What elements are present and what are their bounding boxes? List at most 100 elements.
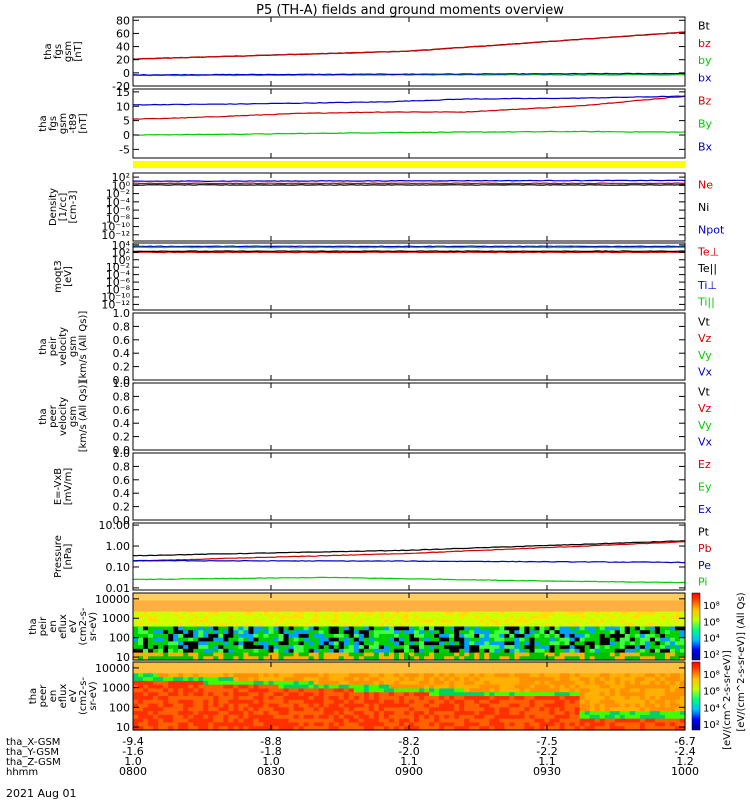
spectrogram-cell (424, 622, 430, 628)
spectrogram-cell (444, 692, 450, 697)
spectrogram-cell (228, 648, 234, 654)
spectrogram-cell (579, 656, 586, 661)
spectrogram-cell (539, 673, 546, 678)
spectrogram-cell (554, 718, 561, 724)
spectrogram-cell (228, 619, 234, 624)
spectrogram-cell (213, 656, 219, 661)
spectrogram-cell (444, 718, 450, 724)
spectrogram-cell (479, 593, 485, 598)
spectrogram-cell (293, 711, 300, 716)
spectrogram-cell (484, 677, 490, 682)
spectrogram-cell (679, 619, 686, 624)
spectrogram-cell (198, 600, 204, 605)
spectrogram-cell (258, 688, 265, 693)
spectrogram-cell (258, 665, 265, 671)
spectrogram-cell (188, 630, 194, 635)
spectrogram-cell (323, 673, 330, 678)
spectrogram-cell (388, 707, 395, 712)
spectrogram-cell (464, 669, 470, 674)
spectrogram-cell (449, 645, 455, 650)
spectrogram-cell (383, 630, 390, 635)
spectrogram-cell (554, 722, 561, 727)
spectrogram-cell (544, 714, 551, 720)
spectrogram-cell (484, 722, 490, 727)
spectrogram-cell (148, 692, 154, 697)
spectrogram-cell (233, 652, 239, 657)
spectrogram-cell (589, 673, 596, 678)
spectrogram-cell (393, 673, 400, 678)
spectrogram-cell (208, 703, 214, 708)
spectrogram-cell (163, 600, 169, 605)
spectrogram-cell (273, 622, 280, 628)
spectrogram-cell (509, 684, 515, 690)
spectrogram-cell (363, 726, 370, 731)
spectrogram-cell (414, 718, 420, 724)
spectrogram-cell (178, 652, 184, 657)
spectrogram-cell (504, 718, 510, 724)
spectrogram-cell (614, 633, 621, 639)
spectrogram-cell (434, 633, 440, 639)
spectrogram-cell (298, 707, 305, 712)
spectrogram-cell (564, 611, 571, 616)
spectrogram-cell (674, 684, 681, 690)
spectrogram-cell (424, 669, 430, 674)
spectrogram-cell (604, 652, 611, 657)
spectrogram-cell (223, 652, 229, 657)
spectrogram-cell (388, 680, 395, 686)
spectrogram-cell (514, 652, 520, 657)
spectrogram-cell (183, 645, 189, 650)
spectrogram-cell (218, 641, 224, 646)
spectrogram-cell (233, 662, 239, 667)
spectrogram-cell (604, 600, 611, 605)
spectrogram-cell (218, 645, 224, 650)
spectrogram-cell (323, 619, 330, 624)
spectrogram-cell (163, 633, 169, 639)
spectrogram-cell (368, 596, 375, 602)
spectrogram-cell (469, 645, 475, 650)
spectrogram-cell (373, 593, 380, 598)
spectrogram-cell (168, 665, 174, 671)
spectrogram-cell (429, 726, 435, 731)
spectrogram-cell (178, 684, 184, 690)
spectrogram-cell (218, 622, 224, 628)
spectrogram-cell (373, 604, 380, 609)
spectrogram-cell (203, 707, 209, 712)
spectrogram-cell (353, 619, 360, 624)
y-axis-label: [nT] (73, 41, 84, 61)
spectrogram-cell (644, 711, 651, 716)
spectrogram-cell (479, 648, 485, 654)
spectrogram-cell (649, 637, 656, 642)
spectrogram-cell (153, 722, 159, 727)
spectrogram-cell (378, 726, 385, 731)
spectrogram-cell (674, 669, 681, 674)
spectrogram-cell (449, 692, 455, 697)
spectrogram-cell (403, 665, 410, 671)
spectrogram-cell (574, 699, 581, 705)
spectrogram-cell (143, 604, 149, 609)
spectrogram-cell (414, 692, 420, 697)
series-line-fgs-3 (132, 72, 686, 76)
spectrogram-cell (138, 622, 144, 628)
spectrogram-cell (449, 688, 455, 693)
spectrogram-cell (248, 677, 255, 682)
spectrogram-cell (529, 665, 536, 671)
spectrogram-cell (218, 600, 224, 605)
spectrogram-cell (434, 637, 440, 642)
spectrogram-cell (303, 633, 310, 639)
spectrogram-cell (343, 615, 350, 620)
spectrogram-cell (283, 630, 290, 635)
spectrogram-cell (293, 656, 300, 661)
spectrogram-cell (238, 677, 244, 682)
spectrogram-cell (439, 711, 445, 716)
spectrogram-cell (163, 615, 169, 620)
spectrogram-cell (143, 688, 149, 693)
spectrogram-cell (323, 648, 330, 654)
spectrogram-cell (474, 692, 480, 697)
spectrogram-cell (288, 637, 295, 642)
spectrogram-cell (153, 699, 159, 705)
spectrogram-cell (313, 703, 320, 708)
spectrogram-cell (484, 684, 490, 690)
spectrogram-cell (479, 619, 485, 624)
spectrogram-cell (313, 593, 320, 598)
spectrogram-cell (338, 699, 345, 705)
